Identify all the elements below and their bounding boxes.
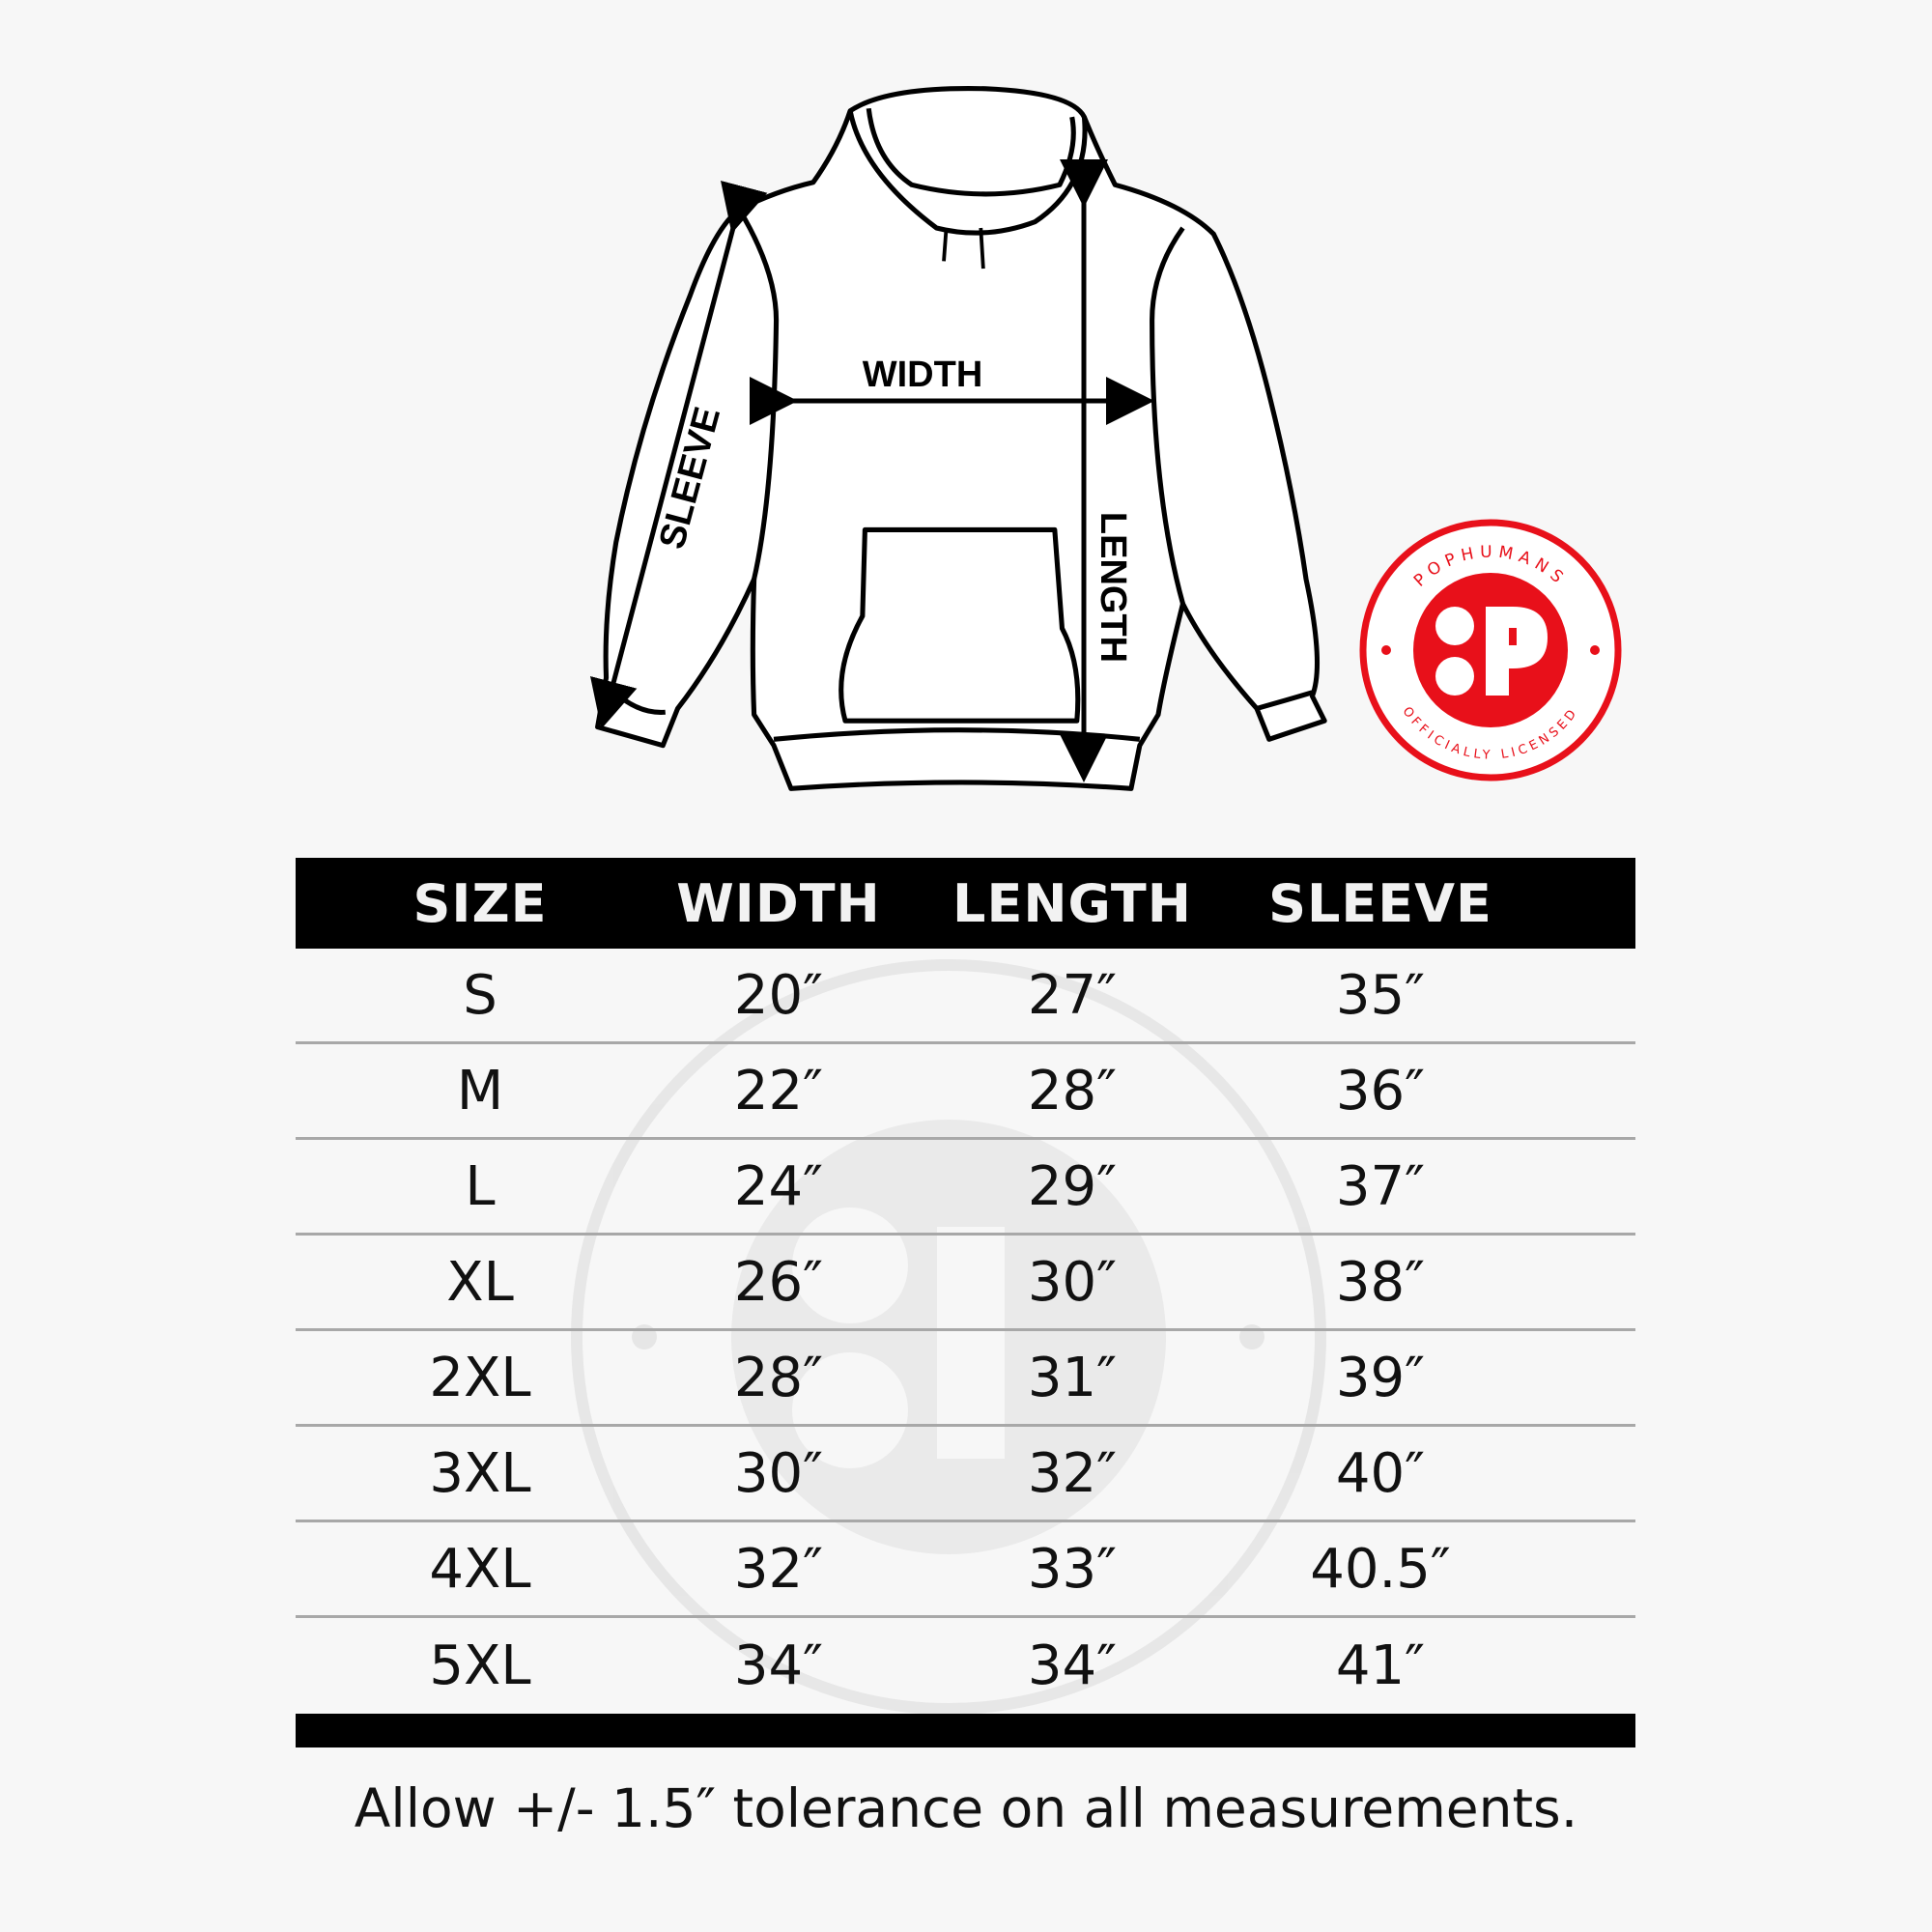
table-row: 2XL 28″ 31″ 39″ bbox=[296, 1331, 1635, 1427]
cell-size: 4XL bbox=[429, 1537, 531, 1601]
cell-size: S bbox=[463, 963, 497, 1027]
cell-width: 32″ bbox=[733, 1537, 824, 1601]
header-sleeve: SLEEVE bbox=[1268, 872, 1492, 934]
cell-width: 22″ bbox=[733, 1059, 824, 1122]
measure-arrows bbox=[590, 159, 1154, 782]
header-size: SIZE bbox=[412, 872, 548, 934]
cell-length: 28″ bbox=[1027, 1059, 1118, 1122]
table-row: L 24″ 29″ 37″ bbox=[296, 1140, 1635, 1236]
cell-sleeve: 40″ bbox=[1335, 1441, 1426, 1505]
cell-size: XL bbox=[446, 1250, 514, 1314]
cell-width: 24″ bbox=[733, 1154, 824, 1218]
table-row: 4XL 32″ 33″ 40.5″ bbox=[296, 1522, 1635, 1618]
table-row: M 22″ 28″ 36″ bbox=[296, 1044, 1635, 1140]
tolerance-note: Allow +/- 1.5″ tolerance on all measurem… bbox=[354, 1777, 1578, 1839]
header-length: LENGTH bbox=[952, 872, 1192, 934]
width-label: WIDTH bbox=[863, 355, 983, 395]
cell-sleeve: 37″ bbox=[1335, 1154, 1426, 1218]
cell-width: 20″ bbox=[733, 963, 824, 1027]
cell-length: 29″ bbox=[1027, 1154, 1118, 1218]
cell-sleeve: 41″ bbox=[1335, 1634, 1426, 1697]
cell-sleeve: 36″ bbox=[1335, 1059, 1426, 1122]
table-header: SIZE WIDTH LENGTH SLEEVE bbox=[296, 858, 1635, 949]
cell-sleeve: 35″ bbox=[1335, 963, 1426, 1027]
table-bottom-bar bbox=[296, 1714, 1635, 1747]
cell-width: 30″ bbox=[733, 1441, 824, 1505]
cell-width: 34″ bbox=[733, 1634, 824, 1697]
cell-size: 5XL bbox=[429, 1634, 531, 1697]
cell-size: L bbox=[465, 1154, 496, 1218]
cell-size: 3XL bbox=[429, 1441, 531, 1505]
cell-length: 33″ bbox=[1027, 1537, 1118, 1601]
cell-length: 34″ bbox=[1027, 1634, 1118, 1697]
cell-length: 27″ bbox=[1027, 963, 1118, 1027]
cell-length: 30″ bbox=[1027, 1250, 1118, 1314]
cell-width: 26″ bbox=[733, 1250, 824, 1314]
table-row: S 20″ 27″ 35″ bbox=[296, 949, 1635, 1044]
cell-sleeve: 38″ bbox=[1335, 1250, 1426, 1314]
table-row: 3XL 30″ 32″ 40″ bbox=[296, 1427, 1635, 1522]
size-chart-table: SIZE WIDTH LENGTH SLEEVE S 20″ 27″ 35″ M 22″ 28″ 3… bbox=[296, 858, 1635, 1747]
cell-size: M bbox=[456, 1059, 504, 1122]
length-label: LENGTH bbox=[1093, 512, 1133, 663]
header-width: WIDTH bbox=[676, 872, 881, 934]
pophumans-logo: POPHUMANS OFFICIALLY LICENSED bbox=[1359, 519, 1622, 781]
watermark-logo bbox=[571, 959, 1326, 1715]
cell-size: 2XL bbox=[429, 1346, 531, 1409]
cell-sleeve: 40.5″ bbox=[1310, 1537, 1451, 1601]
cell-width: 28″ bbox=[733, 1346, 824, 1409]
table-row: 5XL 34″ 34″ 41″ bbox=[296, 1618, 1635, 1714]
cell-length: 32″ bbox=[1027, 1441, 1118, 1505]
cell-sleeve: 39″ bbox=[1335, 1346, 1426, 1409]
table-row: XL 26″ 30″ 38″ bbox=[296, 1236, 1635, 1331]
cell-length: 31″ bbox=[1027, 1346, 1118, 1409]
